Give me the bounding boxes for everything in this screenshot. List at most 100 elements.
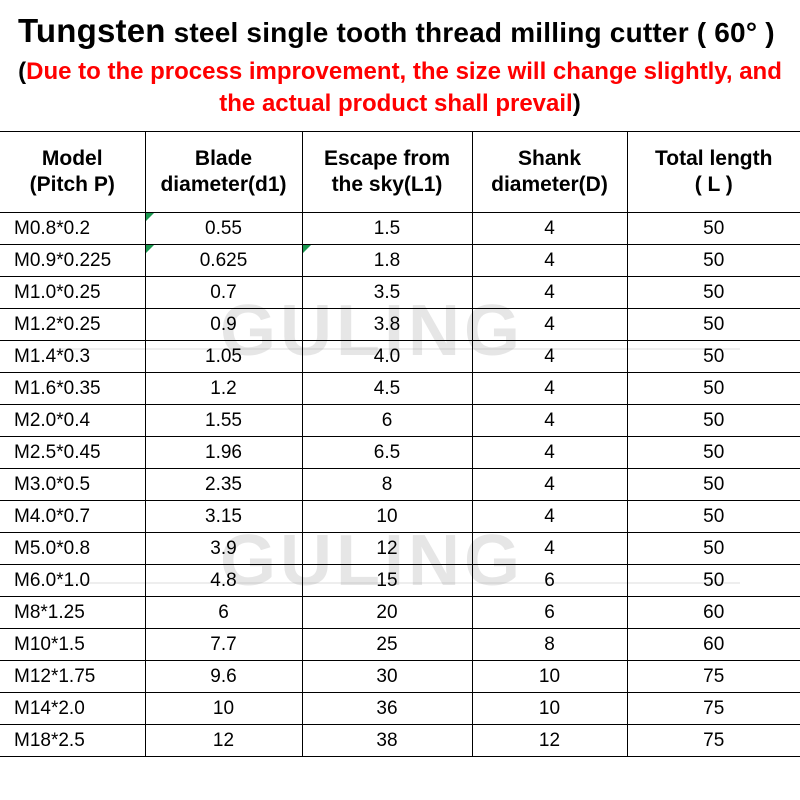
cell-d1: 7.7 xyxy=(145,629,302,661)
cell-value: M6.0*1.0 xyxy=(14,570,90,591)
cell-l1: 1.5 xyxy=(302,213,472,245)
cell-d1: 1.55 xyxy=(145,405,302,437)
cell-value: 4 xyxy=(544,218,555,239)
cell-value: 75 xyxy=(703,730,724,751)
cell-L: 60 xyxy=(627,597,800,629)
cell-value: 12 xyxy=(213,730,234,751)
cell-value: 50 xyxy=(703,538,724,559)
cell-d1: 4.8 xyxy=(145,565,302,597)
cell-l1: 4.5 xyxy=(302,373,472,405)
cell-value: 75 xyxy=(703,666,724,687)
cell-value: 4.0 xyxy=(374,346,400,367)
cell-L: 50 xyxy=(627,437,800,469)
cell-value: 50 xyxy=(703,218,724,239)
table-row: M8*1.25620660 xyxy=(0,597,800,629)
column-header-line2: (Pitch P) xyxy=(4,172,141,198)
cell-d1: 0.625 xyxy=(145,245,302,277)
cell-L: 50 xyxy=(627,341,800,373)
cell-value: 3.8 xyxy=(374,314,400,335)
cell-value: 75 xyxy=(703,698,724,719)
cell-value: 7.7 xyxy=(210,634,236,655)
table-row: M14*2.010361075 xyxy=(0,693,800,725)
cell-value: 4 xyxy=(544,250,555,271)
column-header-d1: Bladediameter(d1) xyxy=(145,132,302,213)
cell-value: M1.2*0.25 xyxy=(14,314,101,335)
cell-model: M1.4*0.3 xyxy=(0,341,145,373)
column-header-D: Shankdiameter(D) xyxy=(472,132,627,213)
cell-model: M1.0*0.25 xyxy=(0,277,145,309)
cell-value: M14*2.0 xyxy=(14,698,85,719)
cell-D: 4 xyxy=(472,501,627,533)
cell-value: 25 xyxy=(376,634,397,655)
cell-D: 4 xyxy=(472,437,627,469)
cell-d1: 0.55 xyxy=(145,213,302,245)
cell-value: 4 xyxy=(544,538,555,559)
cell-L: 50 xyxy=(627,309,800,341)
table-row: M5.0*0.83.912450 xyxy=(0,533,800,565)
cell-value: 36 xyxy=(376,698,397,719)
column-header-line2: ( L ) xyxy=(632,172,797,198)
cell-L: 75 xyxy=(627,725,800,757)
cell-value: 12 xyxy=(376,538,397,559)
table-row: M1.6*0.35 1.24.54 50 xyxy=(0,373,800,405)
cell-value: 50 xyxy=(703,314,724,335)
cell-value: 0.55 xyxy=(205,218,242,239)
table-row: M3.0*0.52.358450 xyxy=(0,469,800,501)
cell-value: 10 xyxy=(539,666,560,687)
page-title: Tungsten steel single tooth thread milli… xyxy=(18,12,782,50)
cell-D: 12 xyxy=(472,725,627,757)
cell-model: M8*1.25 xyxy=(0,597,145,629)
cell-value: M1.6*0.35 xyxy=(14,378,101,399)
column-header-l1: Escape fromthe sky(L1) xyxy=(302,132,472,213)
cell-marker-icon xyxy=(303,245,311,253)
cell-value: 3.15 xyxy=(205,506,242,527)
cell-value: 50 xyxy=(703,378,724,399)
column-header-L: Total length( L ) xyxy=(627,132,800,213)
cell-value: 4 xyxy=(544,346,555,367)
cell-marker-icon xyxy=(146,213,154,221)
cell-d1: 1.2 xyxy=(145,373,302,405)
cell-value: M18*2.5 xyxy=(14,730,85,751)
cell-L: 50 xyxy=(627,469,800,501)
cell-value: 9.6 xyxy=(210,666,236,687)
cell-D: 6 xyxy=(472,597,627,629)
cell-l1: 4.0 xyxy=(302,341,472,373)
cell-d1: 10 xyxy=(145,693,302,725)
header: Tungsten steel single tooth thread milli… xyxy=(0,0,800,132)
cell-value: 4.8 xyxy=(210,570,236,591)
cell-L: 75 xyxy=(627,661,800,693)
cell-value: 1.05 xyxy=(205,346,242,367)
cell-value: 4 xyxy=(544,506,555,527)
cell-d1: 2.35 xyxy=(145,469,302,501)
cell-l1: 15 xyxy=(302,565,472,597)
cell-value: M1.4*0.3 xyxy=(14,346,90,367)
cell-value: 0.9 xyxy=(210,314,236,335)
cell-D: 4 xyxy=(472,373,627,405)
column-header-line1: Shank xyxy=(477,146,623,172)
cell-L: 50 xyxy=(627,501,800,533)
subtitle-paren-open: ( xyxy=(18,58,26,85)
cell-l1: 20 xyxy=(302,597,472,629)
cell-d1: 6 xyxy=(145,597,302,629)
cell-model: M0.9*0.225 xyxy=(0,245,145,277)
cell-value: 8 xyxy=(544,634,555,655)
cell-D: 4 xyxy=(472,469,627,501)
cell-value: 3.9 xyxy=(210,538,236,559)
column-header-line1: Blade xyxy=(150,146,298,172)
cell-L: 50 xyxy=(627,213,800,245)
cell-value: 10 xyxy=(376,506,397,527)
cell-value: 6 xyxy=(544,570,555,591)
cell-model: M1.6*0.35 xyxy=(0,373,145,405)
cell-value: 1.96 xyxy=(205,442,242,463)
cell-D: 4 xyxy=(472,533,627,565)
cell-value: 15 xyxy=(376,570,397,591)
cell-value: 1.5 xyxy=(374,218,400,239)
table-header: Model(Pitch P)Bladediameter(d1)Escape fr… xyxy=(0,132,800,213)
cell-value: 50 xyxy=(703,474,724,495)
cell-value: M0.8*0.2 xyxy=(14,218,90,239)
cell-L: 50 xyxy=(627,277,800,309)
cell-D: 4 xyxy=(472,341,627,373)
column-header-line1: Escape from xyxy=(307,146,468,172)
column-header-line2: diameter(d1) xyxy=(150,172,298,198)
table-row: M2.0*0.41.556450 xyxy=(0,405,800,437)
